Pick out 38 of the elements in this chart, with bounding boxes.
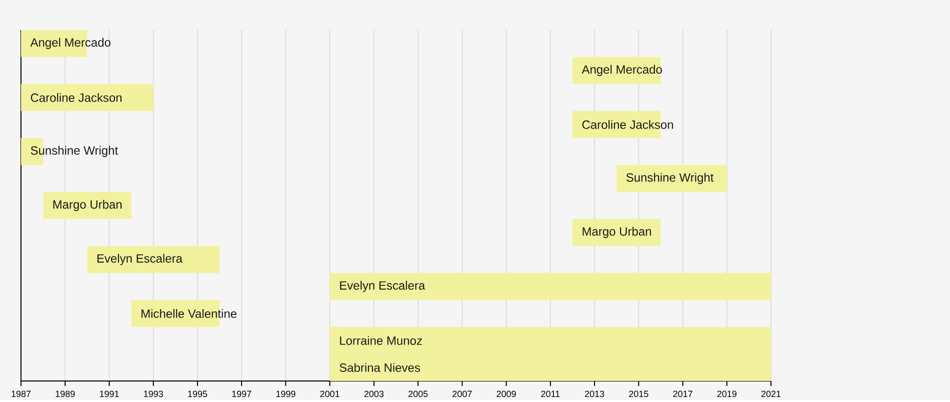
y-tick-label: Margo Urban: [53, 200, 122, 212]
bar: [572, 57, 661, 84]
x-tick-label: 2007: [452, 390, 472, 398]
y-tick-label: Caroline Jackson: [582, 120, 673, 130]
y-tick-label: Angel Mercado: [582, 65, 662, 76]
x-tick-label: 2001: [320, 390, 340, 398]
x-tick-label: 1989: [56, 390, 75, 398]
y-tick-label: Lorraine Munoz: [340, 336, 422, 346]
y-tick-label: Evelyn Escalera: [340, 281, 426, 292]
x-tick-label: 1999: [276, 390, 296, 398]
bar: [43, 192, 132, 220]
x-tick-label: 1987: [12, 390, 31, 398]
bar: [21, 84, 154, 112]
y-tick-label: Caroline Jackson: [30, 93, 122, 102]
y-tick-label: Sunshine Wright: [30, 146, 118, 158]
bar: [87, 246, 220, 274]
x-tick-label: 2019: [717, 390, 736, 398]
x-tick-label: 2017: [673, 390, 692, 398]
bar: [616, 165, 727, 192]
y-tick-label: Margo Urban: [582, 227, 651, 238]
y-tick-label: Michelle Valentine: [142, 309, 237, 318]
x-tick-label: 1997: [232, 390, 252, 398]
x-tick-label: 2021: [761, 390, 781, 398]
bar: [330, 273, 771, 300]
x-tick-label: 1993: [144, 390, 163, 398]
x-tick-label: 1995: [188, 390, 208, 398]
x-tick-label: 2009: [496, 390, 516, 398]
x-tick-label: 2005: [408, 390, 428, 398]
x-tick-label: 2011: [541, 390, 560, 398]
y-tick-label: Angel Mercado: [30, 38, 110, 50]
x-tick-label: 2013: [584, 390, 604, 398]
x-tick-label: 1991: [100, 390, 119, 398]
y-tick-label: Sunshine Wright: [626, 173, 714, 184]
x-tick-label: 2015: [629, 390, 648, 398]
y-tick-label: Sabrina Nieves: [340, 363, 420, 372]
y-tick-label: Evelyn Escalera: [97, 254, 182, 266]
x-tick-label: 2003: [364, 390, 384, 398]
bar: [572, 219, 661, 246]
